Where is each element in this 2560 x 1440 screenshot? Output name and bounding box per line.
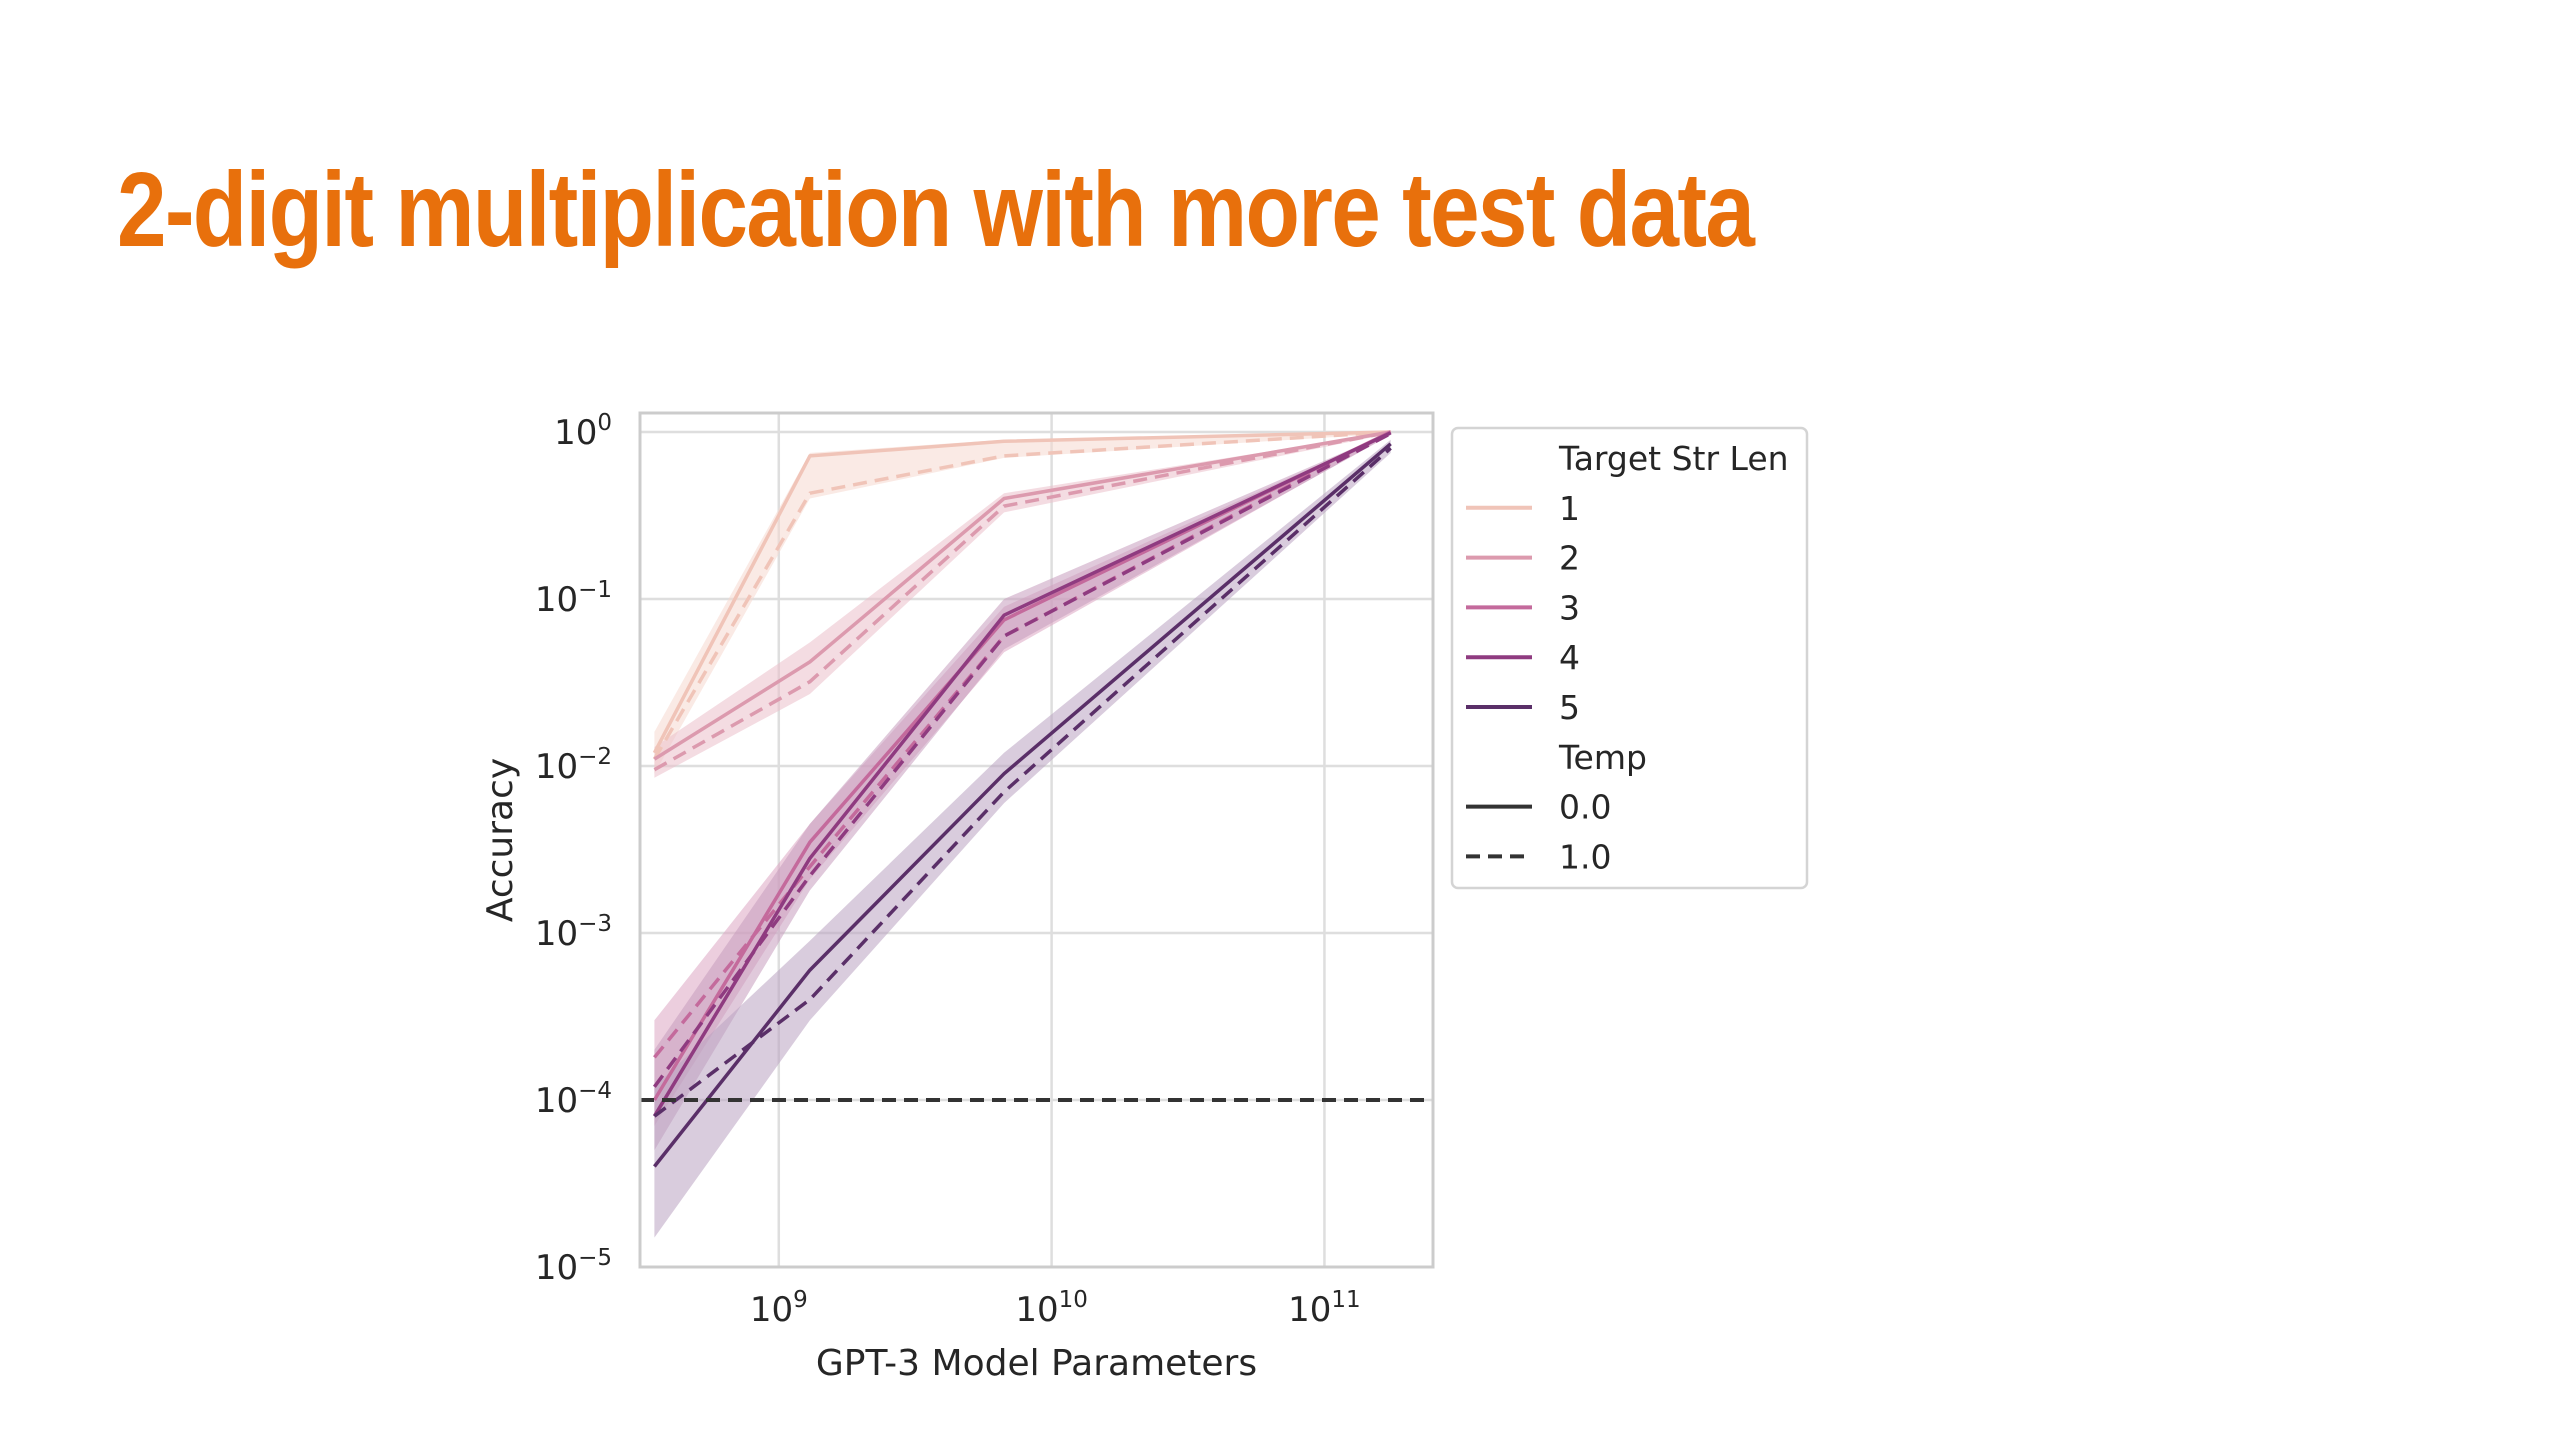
legend-hue-title: Target Str Len (1558, 439, 1789, 478)
y-tick-label: 100 (554, 410, 612, 453)
band-series-2 (654, 432, 1391, 778)
legend: Target Str Len 1 2 3 4 5 Temp 0.0 1.0 (1450, 426, 1809, 890)
legend-label-1: 1 (1559, 489, 1580, 528)
line-series-4-temp-0 (652, 431, 1392, 1118)
band-series-5 (654, 439, 1391, 1238)
axes: 100 10−1 10−2 10−3 10−4 10−5 109 1010 1011 GPT-3 … (480, 410, 1361, 1384)
y-tick-label: 10−4 (535, 1078, 612, 1121)
line-series-1-temp-0 (652, 430, 1391, 754)
y-axis-label: Accuracy (480, 758, 521, 922)
series-lines (640, 430, 1433, 1168)
legend-label-5: 5 (1559, 688, 1580, 727)
y-tick-label: 10−1 (535, 577, 612, 620)
legend-box (1450, 426, 1809, 890)
legend-label-2: 2 (1559, 539, 1580, 578)
line-series-2-temp-1 (653, 430, 1392, 772)
legend-label-3: 3 (1559, 588, 1580, 627)
plot-border (638, 411, 1435, 1269)
plot-frame (638, 411, 1435, 1269)
line-series-2-temp-0 (653, 430, 1391, 761)
y-tick-label: 10−5 (535, 1245, 612, 1288)
legend-label-4: 4 (1559, 638, 1580, 677)
line-series-3-temp-1 (653, 430, 1392, 1059)
x-axis-label: GPT-3 Model Parameters (816, 1343, 1257, 1384)
grid (640, 413, 1433, 1269)
legend-style-label-1.0: 1.0 (1559, 837, 1611, 876)
x-tick-label: 109 (750, 1287, 808, 1330)
x-tick-label: 1011 (1288, 1287, 1361, 1330)
x-tick-label: 1010 (1015, 1287, 1088, 1330)
slide-title: 2-digit multiplication with more test da… (117, 151, 1755, 269)
legend-style-label-0.0: 0.0 (1559, 788, 1611, 827)
y-tick-label: 10−2 (535, 744, 612, 787)
plot-background (640, 413, 1433, 1267)
line-series-3-temp-0 (652, 430, 1392, 1101)
legend-style-title: Temp (1558, 738, 1647, 777)
line-series-1-temp-1 (652, 430, 1391, 760)
line-series-5-temp-0 (653, 442, 1392, 1168)
y-tick-label: 10−3 (535, 911, 612, 954)
confidence-bands (654, 432, 1391, 1238)
line-series-5-temp-1 (653, 446, 1392, 1118)
